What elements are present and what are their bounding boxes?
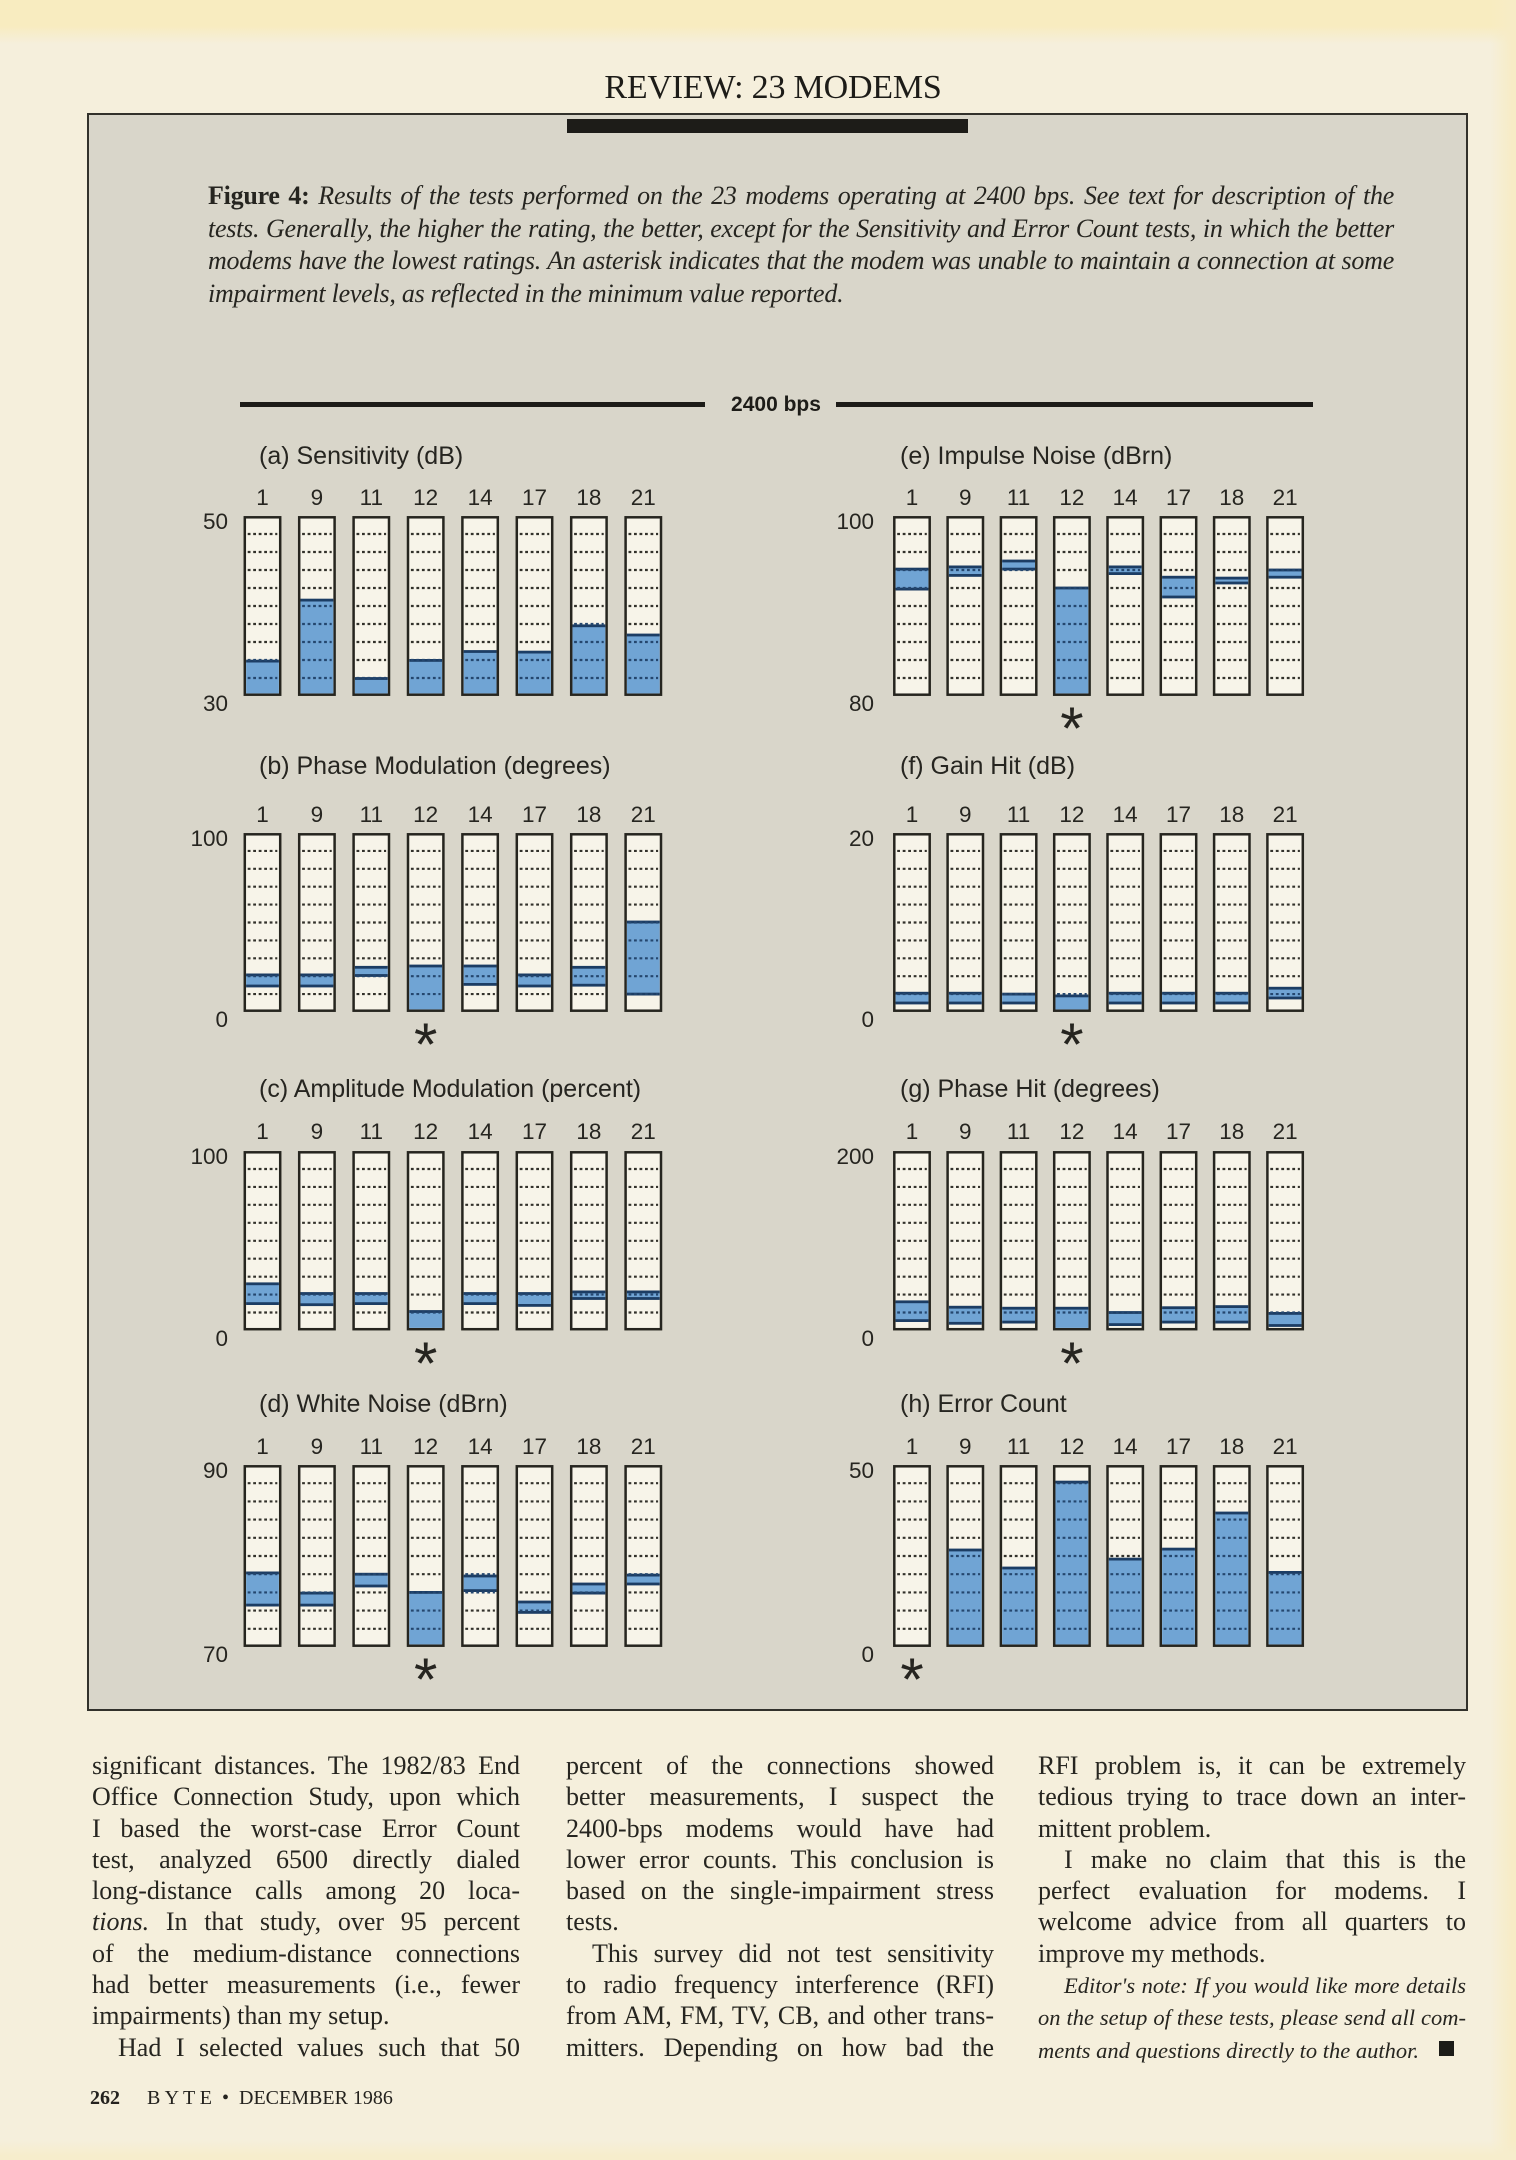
svg-text:18: 18 — [1219, 485, 1244, 510]
svg-text:21: 21 — [631, 802, 656, 827]
svg-text:14: 14 — [1113, 1434, 1138, 1459]
svg-text:12: 12 — [1059, 802, 1084, 827]
svg-text:14: 14 — [1113, 485, 1138, 510]
svg-text:*: * — [414, 1330, 437, 1397]
svg-text:9: 9 — [959, 802, 972, 827]
svg-text:0: 0 — [861, 1007, 874, 1032]
svg-text:9: 9 — [311, 485, 324, 510]
svg-text:14: 14 — [468, 802, 493, 827]
svg-text:80: 80 — [849, 691, 874, 716]
svg-text:18: 18 — [576, 802, 601, 827]
svg-text:90: 90 — [203, 1458, 228, 1483]
svg-text:21: 21 — [631, 485, 656, 510]
svg-text:100: 100 — [836, 509, 874, 534]
svg-text:(c) Amplitude Modulation (perc: (c) Amplitude Modulation (percent) — [259, 1075, 641, 1103]
svg-text:12: 12 — [1059, 1119, 1084, 1144]
svg-text:(b) Phase Modulation (degrees): (b) Phase Modulation (degrees) — [259, 752, 611, 780]
svg-text:*: * — [900, 1646, 923, 1713]
svg-text:9: 9 — [959, 485, 972, 510]
svg-text:17: 17 — [522, 802, 547, 827]
svg-text:30: 30 — [203, 691, 228, 716]
svg-text:17: 17 — [1166, 1119, 1191, 1144]
svg-text:21: 21 — [631, 1119, 656, 1144]
svg-text:12: 12 — [413, 1119, 438, 1144]
svg-text:18: 18 — [576, 1119, 601, 1144]
svg-text:11: 11 — [360, 802, 383, 827]
svg-text:14: 14 — [468, 485, 493, 510]
svg-text:(h) Error Count: (h) Error Count — [900, 1390, 1067, 1418]
svg-text:*: * — [1060, 695, 1083, 762]
svg-text:9: 9 — [311, 1434, 324, 1459]
svg-text:18: 18 — [576, 485, 601, 510]
svg-text:0: 0 — [215, 1007, 228, 1032]
svg-text:9: 9 — [959, 1434, 972, 1459]
svg-text:1: 1 — [906, 485, 919, 510]
svg-text:21: 21 — [1273, 485, 1298, 510]
svg-text:11: 11 — [1007, 1434, 1030, 1459]
svg-text:21: 21 — [1273, 802, 1298, 827]
svg-text:1: 1 — [256, 1434, 269, 1459]
svg-text:*: * — [414, 1646, 437, 1713]
svg-text:1: 1 — [256, 485, 269, 510]
svg-text:9: 9 — [311, 1119, 324, 1144]
svg-text:1: 1 — [906, 802, 919, 827]
svg-text:20: 20 — [849, 826, 874, 851]
svg-text:11: 11 — [1007, 485, 1030, 510]
svg-text:100: 100 — [190, 1144, 228, 1169]
svg-text:14: 14 — [468, 1119, 493, 1144]
svg-text:11: 11 — [360, 1434, 383, 1459]
svg-text:14: 14 — [468, 1434, 493, 1459]
svg-text:17: 17 — [522, 1434, 547, 1459]
svg-text:18: 18 — [1219, 1119, 1244, 1144]
svg-text:100: 100 — [190, 826, 228, 851]
svg-text:1: 1 — [906, 1119, 919, 1144]
svg-text:18: 18 — [576, 1434, 601, 1459]
svg-text:11: 11 — [1007, 1119, 1030, 1144]
svg-text:18: 18 — [1219, 802, 1244, 827]
svg-text:17: 17 — [1166, 485, 1191, 510]
svg-text:11: 11 — [360, 485, 383, 510]
svg-text:1: 1 — [906, 1434, 919, 1459]
svg-text:12: 12 — [1059, 1434, 1084, 1459]
svg-text:50: 50 — [203, 509, 228, 534]
svg-text:17: 17 — [1166, 802, 1191, 827]
svg-text:*: * — [1060, 1011, 1083, 1078]
svg-text:(d) White Noise (dBrn): (d) White Noise (dBrn) — [259, 1390, 508, 1418]
svg-text:18: 18 — [1219, 1434, 1244, 1459]
svg-text:21: 21 — [1273, 1434, 1298, 1459]
svg-text:12: 12 — [413, 485, 438, 510]
svg-text:9: 9 — [959, 1119, 972, 1144]
svg-text:50: 50 — [849, 1458, 874, 1483]
svg-text:1: 1 — [256, 1119, 269, 1144]
svg-text:17: 17 — [522, 485, 547, 510]
svg-text:*: * — [1060, 1330, 1083, 1397]
svg-text:1: 1 — [256, 802, 269, 827]
svg-text:(f) Gain Hit (dB): (f) Gain Hit (dB) — [900, 752, 1075, 780]
svg-text:12: 12 — [413, 802, 438, 827]
svg-text:0: 0 — [215, 1326, 228, 1351]
svg-text:17: 17 — [1166, 1434, 1191, 1459]
svg-text:14: 14 — [1113, 1119, 1138, 1144]
svg-text:21: 21 — [631, 1434, 656, 1459]
svg-text:12: 12 — [413, 1434, 438, 1459]
svg-text:11: 11 — [360, 1119, 383, 1144]
svg-text:200: 200 — [836, 1144, 874, 1169]
svg-text:11: 11 — [1007, 802, 1030, 827]
svg-text:(g) Phase Hit (degrees): (g) Phase Hit (degrees) — [900, 1075, 1160, 1103]
svg-text:(e) Impulse Noise (dBrn): (e) Impulse Noise (dBrn) — [900, 442, 1172, 470]
svg-text:0: 0 — [861, 1642, 874, 1667]
svg-text:12: 12 — [1059, 485, 1084, 510]
svg-text:14: 14 — [1113, 802, 1138, 827]
svg-text:17: 17 — [522, 1119, 547, 1144]
svg-text:*: * — [414, 1011, 437, 1078]
svg-text:(a) Sensitivity (dB): (a) Sensitivity (dB) — [259, 442, 463, 470]
svg-text:9: 9 — [311, 802, 324, 827]
svg-text:21: 21 — [1273, 1119, 1298, 1144]
svg-text:70: 70 — [203, 1642, 228, 1667]
svg-text:0: 0 — [861, 1326, 874, 1351]
